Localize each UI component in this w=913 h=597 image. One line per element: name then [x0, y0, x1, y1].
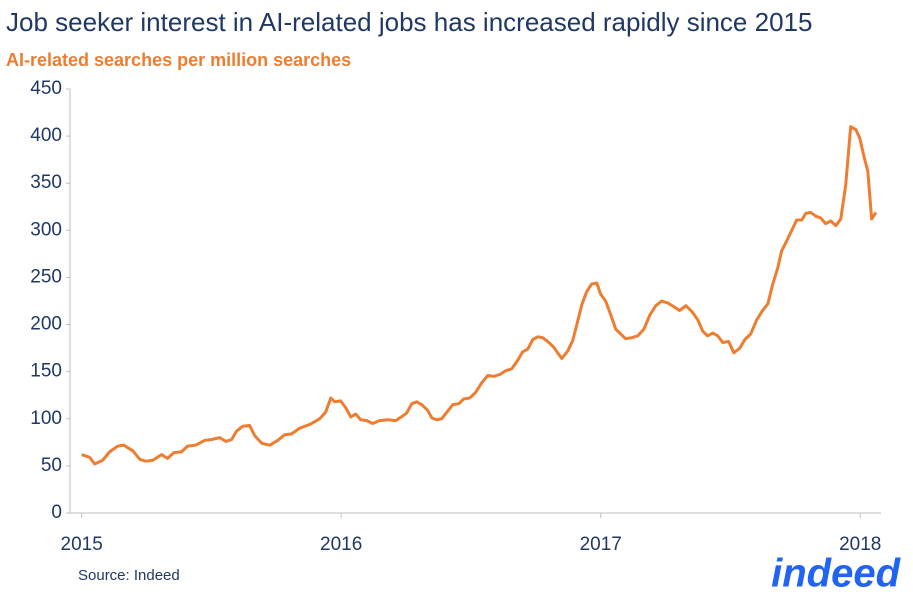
y-tick-label: 250 [30, 266, 62, 287]
y-tick-label: 150 [30, 361, 62, 382]
y-tick-label: 300 [30, 219, 62, 240]
y-tick-label: 350 [30, 172, 62, 193]
chart-title: Job seeker interest in AI-related jobs h… [6, 7, 812, 37]
x-tick-label: 2016 [320, 534, 362, 555]
source-note: Source: Indeed [78, 567, 180, 584]
x-tick-label: 2018 [839, 534, 881, 555]
x-tick-label: 2015 [61, 534, 103, 555]
chart-subtitle: AI-related searches per million searches [6, 50, 351, 70]
y-tick-label: 100 [30, 408, 62, 429]
logo: indeed [771, 552, 901, 596]
x-tick-label: 2017 [580, 534, 622, 555]
y-tick-label: 400 [30, 125, 62, 146]
y-tick-label: 200 [30, 314, 62, 335]
data-line [81, 125, 878, 466]
y-tick-label: 450 [30, 78, 62, 99]
y-tick-label: 50 [41, 455, 62, 476]
y-tick-label: 0 [51, 502, 62, 523]
